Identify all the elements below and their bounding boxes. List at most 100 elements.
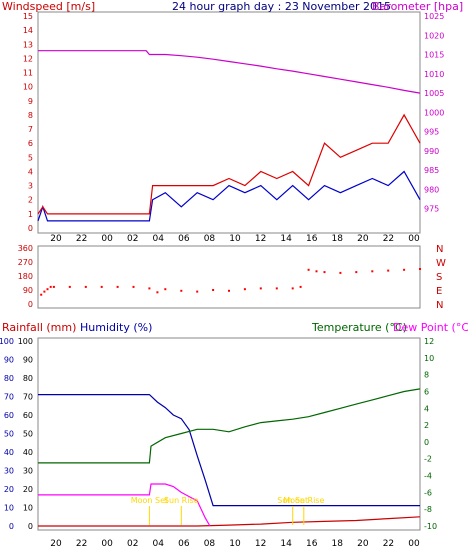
x-tick-label: 12 xyxy=(255,234,266,244)
direction-y-tick: 360 xyxy=(18,244,33,253)
temp-x-ticks: 20 22 00 02 04 06 08 10 12 14 16 18 20 22 00 xyxy=(50,539,420,549)
wind-y-tick: 7 xyxy=(28,125,33,134)
temperature-y-tick: -8 xyxy=(424,505,432,514)
x-tick-label: 16 xyxy=(306,234,318,244)
barometer-y-tick: 990 xyxy=(424,147,439,156)
barometer-y-tick: 980 xyxy=(424,185,439,194)
annotation-label: Moon Set xyxy=(131,496,168,505)
x-tick-label: 22 xyxy=(383,539,394,549)
direction-point xyxy=(212,289,215,291)
wind-y-tick: 12 xyxy=(23,54,33,63)
temp-panel-frame xyxy=(37,337,421,531)
compass-label: S xyxy=(436,272,442,283)
x-tick-label: 14 xyxy=(280,539,292,549)
x-tick-label: 16 xyxy=(306,539,318,549)
humidity-series xyxy=(38,394,420,507)
wind-panel-frame xyxy=(37,11,421,234)
direction-point xyxy=(132,285,135,288)
x-tick-label: 00 xyxy=(408,234,420,244)
x-tick-label: 18 xyxy=(332,539,344,549)
temperature-y-tick: -6 xyxy=(424,488,432,497)
direction-point xyxy=(315,270,318,273)
direction-y-tick: 90 xyxy=(23,286,33,295)
x-tick-label: 14 xyxy=(280,234,292,244)
wind-y-tick: 3 xyxy=(28,182,33,191)
direction-point xyxy=(196,290,199,293)
humidity-y-tick: 60 xyxy=(23,411,33,420)
wind-x-ticks: 20 22 00 02 04 06 08 10 12 14 16 18 20 22 00 xyxy=(50,234,420,244)
direction-point xyxy=(43,290,46,293)
x-tick-label: 04 xyxy=(153,539,165,549)
direction-point xyxy=(355,271,358,274)
x-tick-label: 00 xyxy=(408,539,420,549)
direction-point xyxy=(68,285,71,288)
x-tick-label: 02 xyxy=(127,539,138,549)
wind-axis-title: Windspeed [m/s] xyxy=(2,0,95,13)
humidity-y-tick: 100 xyxy=(18,337,33,346)
compass-label: N xyxy=(436,300,443,311)
windspeed-series xyxy=(37,170,421,222)
temperature-y-ticks: -10 -8 -6 -4 -2 0 2 4 6 8 10 12 xyxy=(424,337,437,531)
x-tick-label: 06 xyxy=(178,234,190,244)
x-tick-label: 20 xyxy=(50,539,62,549)
direction-point xyxy=(52,285,55,288)
wind-y-tick: 14 xyxy=(23,26,33,35)
direction-point xyxy=(339,271,342,274)
barometer-y-tick: 1000 xyxy=(424,108,444,117)
rain-y-tick: 70 xyxy=(4,393,14,402)
humidity-y-tick: 20 xyxy=(23,485,33,494)
barometer-axis-title: Barometer [hpa] xyxy=(372,0,463,13)
wind-y-tick: 4 xyxy=(28,167,33,176)
wind-y-tick: 2 xyxy=(28,196,33,205)
direction-point xyxy=(84,285,87,288)
rain-y-tick: 20 xyxy=(4,485,14,494)
barometer-y-tick: 985 xyxy=(424,166,439,175)
x-tick-label: 00 xyxy=(101,539,113,549)
humidity-y-tick: 40 xyxy=(23,448,33,457)
temperature-axis-title: Temperature (°C) xyxy=(311,321,407,334)
x-tick-label: 10 xyxy=(229,539,241,549)
direction-point xyxy=(116,285,119,288)
direction-point xyxy=(387,269,390,272)
direction-point xyxy=(403,268,406,271)
direction-panel-frame xyxy=(37,245,421,309)
wind-y-tick: 1 xyxy=(28,210,33,219)
barometer-y-ticks: 975 980 985 990 995 1000 1005 1010 1015 1020 1025 xyxy=(424,12,444,214)
rain-y-tick: 80 xyxy=(4,374,14,383)
direction-point xyxy=(46,288,49,291)
wind-y-tick: 8 xyxy=(28,111,33,120)
rain-y-tick: 60 xyxy=(4,411,14,420)
direction-point xyxy=(148,287,151,290)
direction-point xyxy=(156,291,159,294)
compass-label: N xyxy=(436,244,443,255)
direction-point xyxy=(371,270,374,273)
temperature-y-tick: 4 xyxy=(424,404,429,413)
x-tick-label: 20 xyxy=(357,539,369,549)
direction-point xyxy=(180,289,183,292)
wind-y-tick: 9 xyxy=(28,97,33,106)
direction-point xyxy=(164,288,167,291)
temperature-y-tick: 12 xyxy=(424,337,434,346)
x-tick-label: 02 xyxy=(127,234,138,244)
temperature-y-tick: 10 xyxy=(424,354,434,363)
direction-point xyxy=(307,268,310,271)
compass-label: E xyxy=(436,286,442,297)
humidity-y-tick: 70 xyxy=(23,393,33,402)
direction-point xyxy=(100,285,103,288)
direction-point xyxy=(259,287,262,290)
wind-y-tick: 0 xyxy=(28,224,33,233)
wind-y-tick: 6 xyxy=(28,139,33,148)
rain-y-tick: 50 xyxy=(4,430,14,439)
temperature-y-tick: -4 xyxy=(424,472,432,481)
direction-point xyxy=(291,287,294,290)
rain-y-ticks: 0 10 20 30 40 50 60 70 80 90 100 xyxy=(0,337,14,531)
rain-y-tick: 100 xyxy=(0,337,14,346)
direction-point xyxy=(228,289,230,292)
barometer-y-tick: 1020 xyxy=(424,31,444,40)
gust-series xyxy=(37,113,421,215)
direction-y-ticks: 0 90 180 270 360 xyxy=(18,244,33,309)
x-tick-label: 08 xyxy=(204,539,216,549)
